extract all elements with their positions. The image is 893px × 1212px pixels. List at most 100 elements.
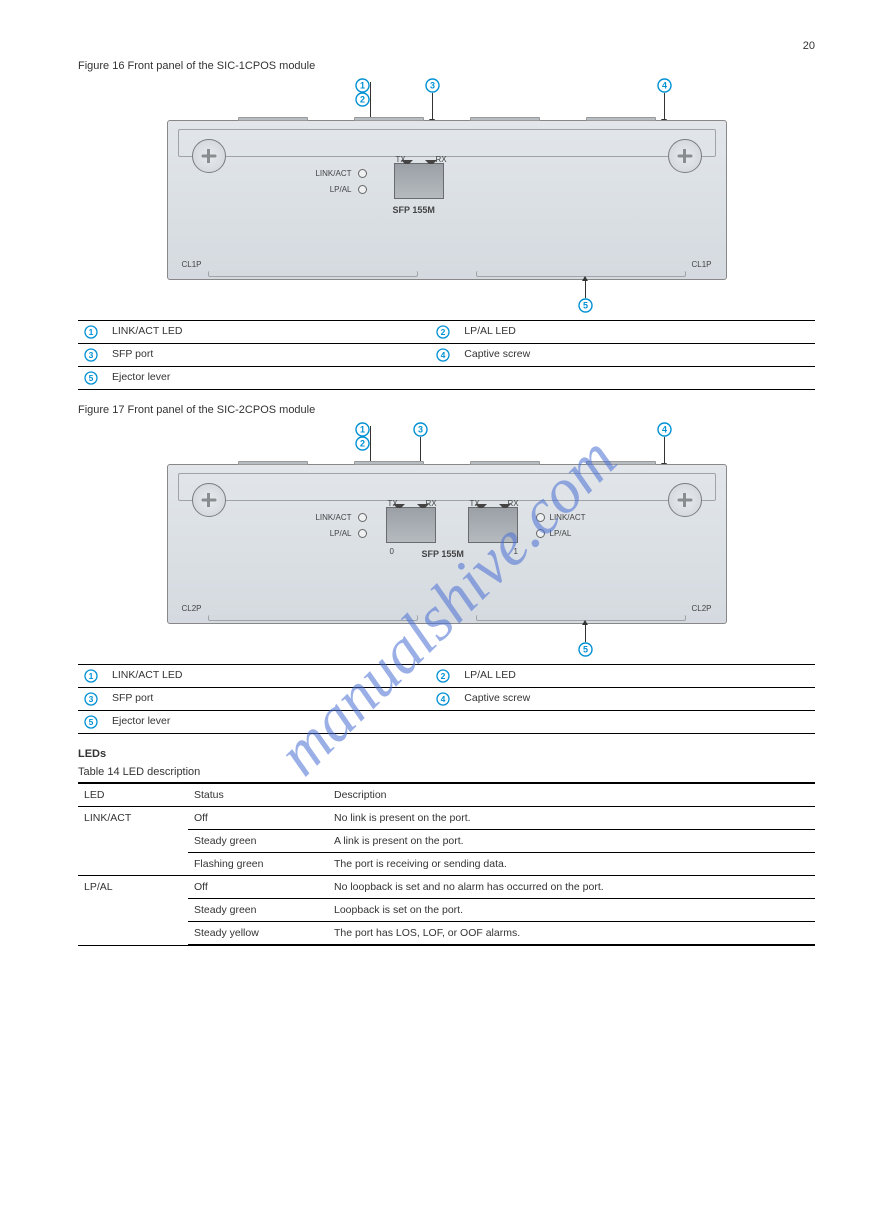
cell-status: Off xyxy=(188,807,328,830)
cell-led: LINK/ACT xyxy=(78,807,188,876)
legend-num: 2 xyxy=(430,321,458,344)
link-act-label-1: LINK/ACT xyxy=(550,513,586,522)
legend-text xyxy=(458,711,815,734)
arrow xyxy=(370,82,371,120)
legend-num: 3 xyxy=(78,344,106,367)
legend-num xyxy=(430,711,458,734)
legend-num: 3 xyxy=(78,688,106,711)
arrow xyxy=(664,437,665,464)
svg-text:5: 5 xyxy=(89,717,94,727)
top-tabs xyxy=(238,461,656,467)
legend-num: 2 xyxy=(430,665,458,688)
cell-led: LP/AL xyxy=(78,876,188,946)
legend-row: 3SFP port4Captive screw xyxy=(78,688,815,711)
legend-table-1: 1LINK/ACT LED2LP/AL LED3SFP port4Captive… xyxy=(78,320,815,390)
cell-status: Flashing green xyxy=(188,853,328,876)
svg-text:3: 3 xyxy=(89,350,94,360)
fig2-callouts-top: 1 2 3 4 xyxy=(167,422,727,464)
callout-2: 2 xyxy=(355,92,370,107)
legend-text: Ejector lever xyxy=(106,711,430,734)
legend-num xyxy=(430,367,458,390)
th-led: LED xyxy=(78,783,188,807)
ejector-left xyxy=(208,615,418,621)
svg-text:4: 4 xyxy=(441,694,446,704)
arrow xyxy=(664,93,665,120)
callout-3: 3 xyxy=(413,422,428,437)
svg-text:1: 1 xyxy=(359,81,364,91)
marking-left: CL1P xyxy=(182,260,202,269)
svg-text:2: 2 xyxy=(359,95,364,105)
legend-text: SFP port xyxy=(106,344,430,367)
cell-desc: A link is present on the port. xyxy=(328,830,815,853)
link-act-label-0: LINK/ACT xyxy=(308,513,352,522)
marking-right: CL2P xyxy=(691,604,711,613)
lp-al-label: LP/AL xyxy=(308,185,352,194)
legend-num: 4 xyxy=(430,344,458,367)
marking-left: CL2P xyxy=(182,604,202,613)
cell-desc: Loopback is set on the port. xyxy=(328,899,815,922)
legend-num: 4 xyxy=(430,688,458,711)
figure1-caption: Figure 16 Front panel of the SIC-1CPOS m… xyxy=(78,60,815,72)
table-row: LP/ALOffNo loopback is set and no alarm … xyxy=(78,876,815,899)
svg-text:1: 1 xyxy=(89,327,94,337)
arrow xyxy=(370,426,371,464)
svg-text:2: 2 xyxy=(359,439,364,449)
port-1-label: 1 xyxy=(514,547,518,556)
svg-text:2: 2 xyxy=(441,327,446,337)
captive-screw-right xyxy=(668,139,702,173)
legend-text: LP/AL LED xyxy=(458,321,815,344)
th-status: Status xyxy=(188,783,328,807)
legend-row: 3SFP port4Captive screw xyxy=(78,344,815,367)
legend-text: SFP port xyxy=(106,688,430,711)
page-number: 20 xyxy=(803,40,815,52)
th-desc: Description xyxy=(328,783,815,807)
captive-screw-left xyxy=(192,139,226,173)
legend-table-2: 1LINK/ACT LED2LP/AL LED3SFP port4Captive… xyxy=(78,664,815,734)
ejector-right xyxy=(476,615,686,621)
lp-al-led-0 xyxy=(358,529,367,538)
cell-status: Steady green xyxy=(188,899,328,922)
leds-heading: LEDs xyxy=(78,748,815,760)
arrow xyxy=(585,280,586,298)
arrow xyxy=(585,624,586,642)
fig1-callouts-top: 1 2 3 4 xyxy=(167,78,727,120)
svg-text:3: 3 xyxy=(429,81,434,91)
cell-desc: No loopback is set and no alarm has occu… xyxy=(328,876,815,899)
cell-desc: The port is receiving or sending data. xyxy=(328,853,815,876)
sfp-caption: SFP 155M xyxy=(422,549,464,559)
cell-status: Steady yellow xyxy=(188,922,328,946)
callout-5: 5 xyxy=(578,642,593,657)
cell-status: Steady green xyxy=(188,830,328,853)
figure1-panel-wrap: 1 2 3 4 LINK/ACT LP/AL TX RX SFP 155M CL… xyxy=(167,78,727,314)
legend-row: 5Ejector lever xyxy=(78,367,815,390)
callout-1: 1 xyxy=(355,422,370,437)
link-act-led xyxy=(358,169,367,178)
svg-text:3: 3 xyxy=(417,425,422,435)
svg-text:4: 4 xyxy=(661,81,666,91)
callout-4: 4 xyxy=(657,422,672,437)
figure2-caption: Figure 17 Front panel of the SIC-2CPOS m… xyxy=(78,404,815,416)
svg-text:5: 5 xyxy=(582,645,587,655)
table-row: LINK/ACTOffNo link is present on the por… xyxy=(78,807,815,830)
captive-screw-left xyxy=(192,483,226,517)
legend-text: LINK/ACT LED xyxy=(106,321,430,344)
legend-num: 5 xyxy=(78,711,106,734)
figure2-panel-wrap: 1 2 3 4 LINK/ACT LP/AL TX RX 0 TX RX 1 S… xyxy=(167,422,727,658)
table-row: Steady yellowThe port has LOS, LOF, or O… xyxy=(78,922,815,946)
legend-row: 1LINK/ACT LED2LP/AL LED xyxy=(78,665,815,688)
table14-caption: Table 14 LED description xyxy=(78,766,815,778)
arrow xyxy=(432,93,433,120)
table-row: Steady greenA link is present on the por… xyxy=(78,830,815,853)
cell-desc: The port has LOS, LOF, or OOF alarms. xyxy=(328,922,815,946)
legend-text: LP/AL LED xyxy=(458,665,815,688)
legend-num: 1 xyxy=(78,665,106,688)
lp-al-label-0: LP/AL xyxy=(308,529,352,538)
legend-num: 1 xyxy=(78,321,106,344)
port-0-label: 0 xyxy=(390,547,394,556)
svg-text:4: 4 xyxy=(441,350,446,360)
svg-text:5: 5 xyxy=(89,373,94,383)
sfp-port-0 xyxy=(386,507,436,543)
callout-3: 3 xyxy=(425,78,440,93)
cell-desc: No link is present on the port. xyxy=(328,807,815,830)
svg-text:1: 1 xyxy=(89,671,94,681)
